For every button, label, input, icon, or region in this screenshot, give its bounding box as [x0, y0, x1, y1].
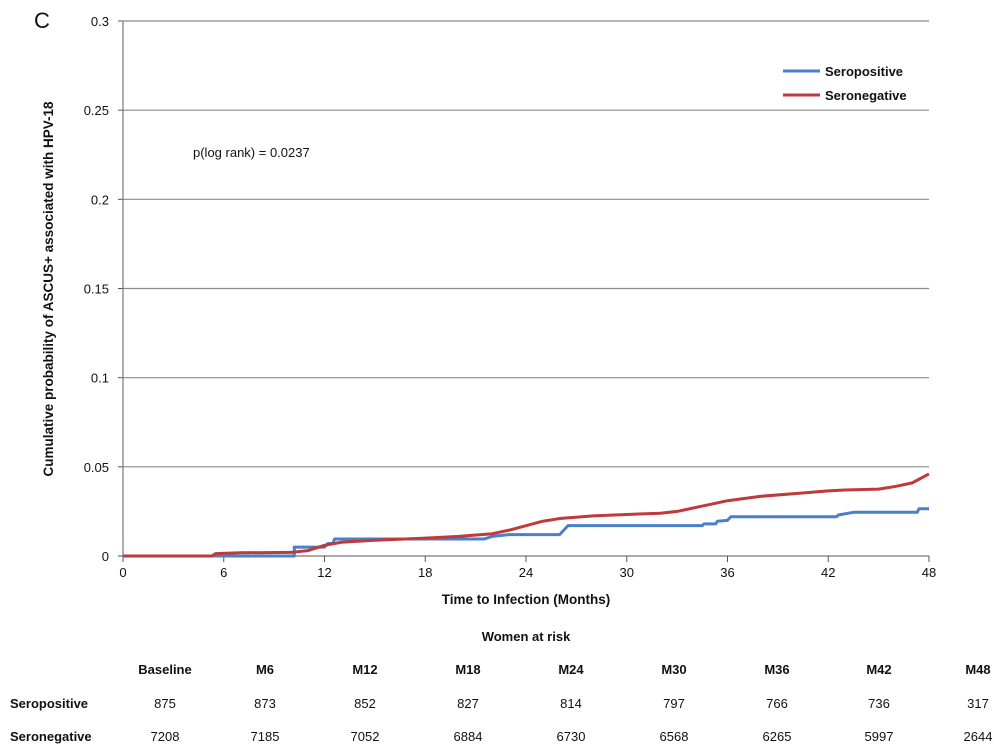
- x-tick-label: 12: [317, 565, 331, 580]
- y-tick-label: 0.15: [84, 282, 109, 297]
- risk-cell: 6568: [660, 729, 689, 744]
- risk-column-header: M12: [352, 662, 377, 677]
- x-tick-label: 18: [418, 565, 432, 580]
- risk-column-header: M6: [256, 662, 274, 677]
- risk-column-header: M42: [866, 662, 891, 677]
- risk-cell: 852: [354, 696, 376, 711]
- risk-cell: 6265: [763, 729, 792, 744]
- grid-lines: [123, 20, 929, 468]
- risk-cell: 7185: [251, 729, 280, 744]
- risk-cell: 7052: [351, 729, 380, 744]
- risk-cell: 797: [663, 696, 685, 711]
- risk-cell: 6730: [557, 729, 586, 744]
- risk-cell: 5997: [865, 729, 894, 744]
- risk-cell: 6884: [454, 729, 483, 744]
- axes: 0 0.05 0.1 0.15 0.2 0.25 0.3 0 6 12 18 24 30 36 42 48: [84, 14, 937, 580]
- y-tick-label: 0.25: [84, 103, 109, 118]
- series-lines: [123, 472, 930, 558]
- logrank-p-value: p(log rank) = 0.0237: [193, 145, 310, 160]
- x-tick-label: 36: [720, 565, 734, 580]
- risk-column-header: M48: [965, 662, 990, 677]
- risk-cell: 814: [560, 696, 582, 711]
- risk-column-header: Baseline: [138, 662, 191, 677]
- legend-label-seropositive: Seropositive: [825, 64, 903, 79]
- y-tick-label: 0.3: [91, 14, 109, 29]
- y-tick-label: 0.05: [84, 460, 109, 475]
- risk-cell: 875: [154, 696, 176, 711]
- x-tick-label: 24: [519, 565, 533, 580]
- series-line-seronegative: [123, 472, 930, 558]
- y-tick-label: 0.1: [91, 371, 109, 386]
- x-axis-title: Time to Infection (Months): [442, 592, 611, 607]
- legend: Seropositive Seronegative: [783, 64, 907, 103]
- panel-label: C: [34, 8, 50, 33]
- risk-column-header: M24: [558, 662, 584, 677]
- risk-column-header: M18: [455, 662, 480, 677]
- risk-cell: 317: [967, 696, 989, 711]
- risk-cell: 736: [868, 696, 890, 711]
- series-line-seropositive: [123, 507, 929, 558]
- y-tick-label: 0: [102, 549, 109, 564]
- risk-table-title: Women at risk: [482, 629, 571, 644]
- x-tick-label: 30: [620, 565, 634, 580]
- risk-cell: 2644: [964, 729, 993, 744]
- risk-column-header: M30: [661, 662, 686, 677]
- risk-cell: 827: [457, 696, 479, 711]
- risk-cell: 7208: [151, 729, 180, 744]
- risk-row-label-seronegative: Seronegative: [10, 729, 92, 744]
- risk-cell: 873: [254, 696, 276, 711]
- x-tick-label: 0: [119, 565, 126, 580]
- women-at-risk-table: Women at risk Baseline M6 M12 M18 M24 M30 M36 M…: [10, 629, 992, 744]
- y-tick-label: 0.2: [91, 192, 109, 207]
- risk-row-label-seropositive: Seropositive: [10, 696, 88, 711]
- x-tick-label: 6: [220, 565, 227, 580]
- risk-cell: 766: [766, 696, 788, 711]
- y-axis-title: Cumulative probability of ASCUS+ associa…: [41, 101, 56, 476]
- x-tick-label: 48: [922, 565, 936, 580]
- legend-label-seronegative: Seronegative: [825, 88, 907, 103]
- x-tick-label: 42: [821, 565, 835, 580]
- risk-column-header: M36: [764, 662, 789, 677]
